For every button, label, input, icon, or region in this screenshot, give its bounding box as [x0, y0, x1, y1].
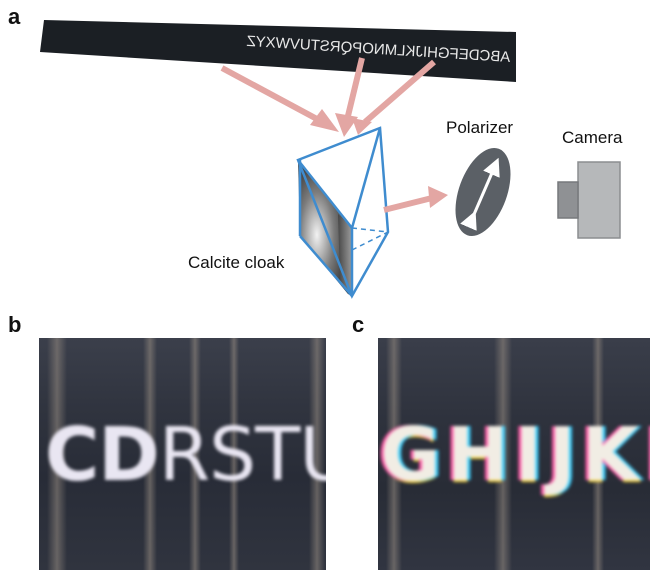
incoming-arrow: [363, 59, 436, 125]
polarizer-label: Polarizer: [446, 118, 514, 137]
incoming-arrow: [344, 57, 365, 121]
setup-diagram: ABCDEFGHIJKLMNOPQRSTUVWXYZ: [40, 20, 621, 299]
incoming-arrow: [220, 65, 332, 129]
calcite-cloak-label: Calcite cloak: [188, 253, 285, 272]
photo-b-text-part2: RSTUV: [158, 412, 326, 498]
alphabet-banner: ABCDEFGHIJKLMNOPQRSTUVWXYZ: [40, 20, 516, 82]
photo-b-text: CDRSTUV: [45, 412, 326, 498]
camera-label: Camera: [562, 128, 623, 147]
polarization-arrow-icon: [460, 157, 500, 231]
incoming-rays: [220, 57, 436, 129]
photo-b-text-part1: CD: [45, 412, 160, 498]
arrowhead: [310, 109, 339, 132]
panel-label-c: c: [352, 312, 365, 337]
arrowhead: [428, 186, 448, 208]
camera: [557, 161, 621, 239]
outgoing-arrow: [383, 195, 433, 213]
arrowhead: [335, 113, 358, 137]
panel-label-a: a: [8, 4, 21, 29]
calcite-cloak-prism: [296, 126, 390, 299]
photo-panel-c: GHIJKL: [378, 338, 650, 570]
photo-panel-b: CDRSTUV: [39, 338, 326, 570]
photo-c-text: GHIJKL: [380, 412, 650, 498]
panel-label-b: b: [8, 312, 22, 337]
arrowhead: [352, 118, 372, 135]
polarizer: [455, 148, 511, 236]
